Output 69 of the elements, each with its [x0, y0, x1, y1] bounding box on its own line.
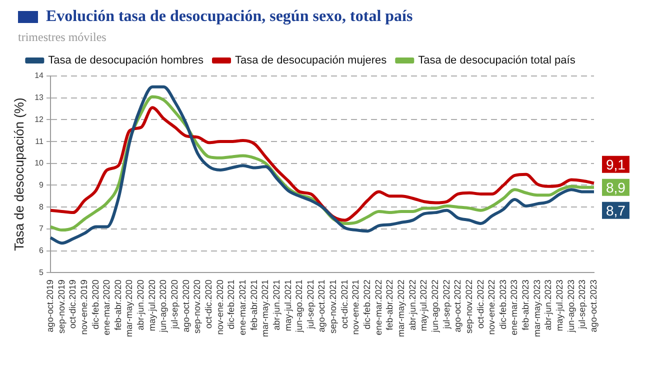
- x-tick-label: abr-jun.2023: [543, 280, 554, 330]
- x-tick-label: feb-abr.2022: [384, 280, 395, 330]
- x-tick-label: jun-ago.2023: [566, 280, 576, 334]
- x-tick-label: sep-nov.2020: [192, 280, 202, 334]
- x-tick-label: jul-sep.2023: [577, 280, 588, 330]
- x-tick-label: jun-ago.2021: [294, 280, 304, 334]
- x-tick-label: ene-mar.2023: [509, 280, 520, 336]
- y-tick-label: 6: [39, 246, 44, 255]
- x-tick-label: may-jul.2021: [282, 280, 293, 332]
- y-tick-label: 13: [34, 93, 44, 102]
- x-tick-label: nov-ene.2021: [350, 280, 361, 335]
- x-tick-label: sep-nov.2022: [464, 280, 474, 334]
- chart-title: Evolución tasa de desocupación, según sexo, total país: [46, 8, 413, 26]
- x-tick-label: jun-ago.2022: [430, 280, 440, 334]
- x-tick-label: dic-feb.2022: [362, 280, 372, 330]
- y-tick-label: 5: [39, 268, 44, 277]
- x-tick-label: feb-abr.2023: [520, 280, 531, 330]
- y-tick-label: 9: [39, 180, 44, 190]
- x-tick-label: ago-oct.2021: [316, 280, 327, 332]
- y-tick-label: 7: [39, 224, 44, 234]
- line-series: [49, 106, 596, 222]
- x-tick-label: feb-abr.2021: [248, 280, 259, 330]
- x-tick-label: nov-ene.2019: [78, 280, 89, 335]
- x-tick-label: dic-feb.2021: [226, 280, 236, 330]
- x-tick-label: nov-ene.2022: [486, 280, 497, 335]
- data-label: 8,7: [606, 202, 626, 218]
- x-tick-label: ene-mar.2022: [373, 280, 384, 336]
- x-tick-label: ene-mar.2021: [237, 280, 248, 336]
- x-tick-label: abr-jun.2022: [407, 280, 418, 330]
- data-label: 9,1: [606, 156, 626, 172]
- x-tick-label: ago-oct.2023: [588, 280, 598, 332]
- y-tick-label: 12: [34, 114, 44, 124]
- x-tick-label: may-jul.2020: [146, 280, 157, 332]
- y-tick-label: 14: [34, 71, 44, 80]
- x-tick-label: ago-oct.2019: [44, 280, 55, 332]
- x-tick-label: dic-feb.2020: [90, 280, 100, 330]
- x-tick-label: feb-abr.2020: [112, 280, 123, 330]
- x-tick-label: ago-oct.2020: [180, 280, 191, 332]
- legend-label: Tasa de desocupación total país: [418, 54, 576, 67]
- x-tick-label: mar-may.2022: [396, 280, 406, 338]
- x-tick-label: abr-jun.2020: [136, 280, 146, 330]
- x-tick-label: ene-mar.2020: [102, 280, 112, 336]
- x-tick-label: jul-sep.2021: [305, 280, 316, 330]
- x-tick-label: jul-sep.2020: [170, 280, 180, 330]
- x-tick-label: may-jul.2022: [418, 280, 429, 332]
- x-tick-label: sep-nov.2019: [56, 280, 66, 334]
- x-tick-label: mar-may.2023: [532, 280, 542, 338]
- y-tick-label: 8: [39, 202, 44, 212]
- x-tick-label: dic-feb.2023: [498, 280, 508, 330]
- data-label: 8,9: [606, 179, 626, 196]
- x-tick-label: oct-dic.2022: [475, 280, 486, 329]
- x-tick-label: nov-ene.2020: [214, 280, 225, 335]
- x-tick-label: may-jul.2023: [554, 280, 565, 332]
- legend-label: Tasa de desocupación mujeres: [235, 54, 388, 67]
- x-tick-label: ago-oct.2022: [452, 280, 463, 332]
- y-tick-label: 10: [34, 158, 44, 168]
- x-tick-label: oct-dic.2019: [68, 280, 78, 329]
- x-tick-label: mar-may.2020: [124, 280, 134, 338]
- y-tick-label: 11: [35, 136, 44, 146]
- chart-subtitle: trimestres móviles: [18, 30, 108, 45]
- x-tick-label: sep-nov.2021: [328, 280, 338, 334]
- x-tick-label: mar-may.2021: [260, 280, 270, 338]
- x-tick-label: abr-jun.2021: [271, 280, 282, 330]
- x-tick-label: oct-dic.2021: [339, 280, 350, 329]
- x-tick-label: jun-ago.2020: [158, 280, 168, 334]
- y-axis-title: Tasa de desocupación (%): [11, 98, 26, 251]
- legend-label: Tasa de desocupación hombres: [48, 54, 204, 67]
- x-tick-label: oct-dic.2020: [204, 280, 214, 329]
- x-tick-label: jul-sep.2022: [441, 280, 452, 330]
